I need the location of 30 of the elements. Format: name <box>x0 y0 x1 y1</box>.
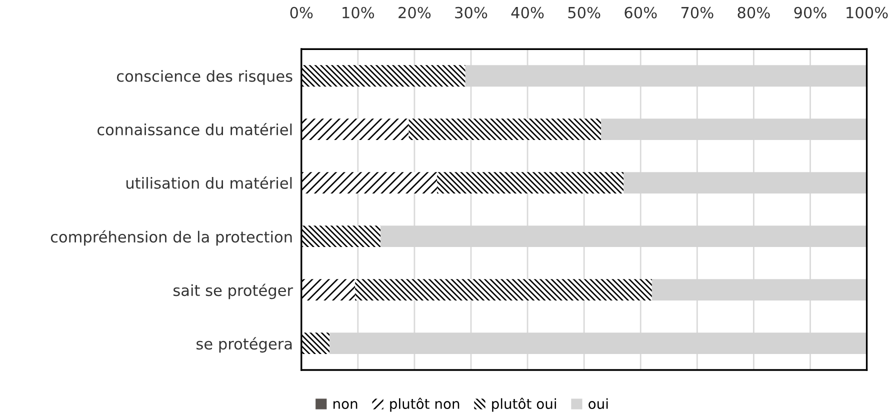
bar <box>301 118 409 140</box>
x-tick-label: 90% <box>794 6 826 18</box>
x-tick-label: 10% <box>342 6 374 18</box>
y-tick-label: compréhension de la protection <box>50 230 292 246</box>
y-tick-label: se protégera <box>196 337 292 353</box>
bar <box>355 279 652 300</box>
legend-label: plutôt non <box>390 398 460 412</box>
legend-label: oui <box>588 398 608 410</box>
x-tick-label: 80% <box>738 6 770 18</box>
bar <box>301 172 438 194</box>
x-tick-label: 30% <box>455 6 488 18</box>
bar <box>437 172 624 194</box>
x-tick-label: 60% <box>624 6 657 18</box>
x-tick-label: 0% <box>290 6 313 18</box>
bar <box>301 65 466 87</box>
bar <box>301 226 381 248</box>
x-tick-label: 20% <box>398 6 431 18</box>
x-tick-label: 50% <box>568 6 600 18</box>
bar <box>301 279 356 300</box>
legend-label: non <box>334 401 358 410</box>
bar <box>408 118 602 140</box>
y-tick-label: connaissance du matériel <box>98 122 292 136</box>
y-tick-label: conscience des risques <box>116 70 292 85</box>
bar <box>301 332 330 354</box>
x-tick-label: 40% <box>511 6 544 18</box>
x-tick-label: 70% <box>681 6 714 18</box>
x-tick-label: 100% <box>846 6 888 18</box>
y-tick-label: utilisation du matériel <box>126 176 292 189</box>
legend-label: plutôt oui <box>492 398 556 412</box>
y-tick-label: sait se protéger <box>173 284 294 300</box>
